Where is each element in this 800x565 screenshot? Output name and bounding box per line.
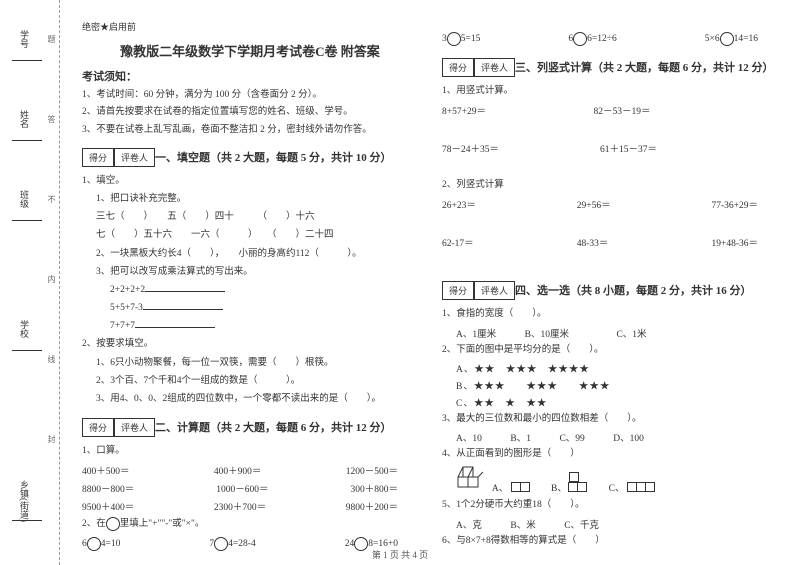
- question: 1、食指的宽度（ ）。: [442, 307, 778, 322]
- options: A、 B、 C、: [442, 465, 778, 495]
- section-title: 一、填空题（共 2 大题，每题 5 分，共计 10 分）: [155, 149, 392, 165]
- question: 2、列竖式计算: [442, 178, 778, 193]
- score-cell: 评卷人: [474, 281, 515, 300]
- options: C、★★ ★ ★★: [442, 395, 778, 409]
- page-footer: 第 1 页 共 4 页: [0, 548, 800, 561]
- score-cell: 评卷人: [474, 58, 515, 77]
- margin-label-class: 班级: [18, 190, 31, 208]
- margin-line: [12, 60, 42, 61]
- question: 三七（ ） 五（ ）四十 （ ）十六: [82, 210, 418, 225]
- section-title: 二、计算题（共 2 大题，每题 6 分，共计 12 分）: [155, 419, 392, 435]
- question: 2、一块黑板大约长4（ ）， 小丽的身高约112（ ）。: [82, 247, 418, 262]
- circle-blank: [573, 32, 587, 46]
- shape-c-icon: [627, 482, 655, 495]
- margin-label-name: 姓名: [18, 110, 31, 128]
- score-box: 得分 评卷人: [82, 148, 155, 167]
- question: 3、用4、0、0、2组成的四位数中，一个零都不读出来的是（ ）。: [82, 392, 418, 407]
- question: 1、口算。: [82, 444, 418, 459]
- score-box: 得分 评卷人: [442, 58, 515, 77]
- circle-blank: [447, 32, 461, 46]
- options: A、10 B、1 C、99 D、100: [442, 430, 778, 444]
- notice-line: 3、不要在试卷上乱写乱画，卷面不整洁扣 2 分，密封线外请勿作答。: [82, 123, 418, 137]
- question: 2、按要求填空。: [82, 337, 418, 352]
- shape-a-icon: [511, 482, 530, 495]
- question: 2、下面的图中是平均分的是（ ）。: [442, 343, 778, 358]
- question: 1、6只小动物聚餐，每一位一双筷，需要（ ）根筷。: [82, 356, 418, 371]
- calc-row: 8+57+29＝82－53－19＝: [442, 103, 778, 117]
- shape-b-icon: [569, 482, 587, 495]
- section-title: 三、列竖式计算（共 2 大题，每题 6 分，共计 12 分）: [515, 59, 774, 75]
- question: 7+7+7: [82, 319, 418, 334]
- calc-row: 26+23＝29+56＝77-36+29＝: [442, 197, 778, 211]
- score-cell: 得分: [82, 418, 114, 437]
- cube-shape-icon: [456, 465, 490, 491]
- question: 6、与8×7+8得数相等的算式是（ ）: [442, 534, 778, 549]
- question: 1、填空。: [82, 174, 418, 189]
- section-title: 四、选一选（共 8 小题，每题 2 分，共计 16 分）: [515, 282, 752, 298]
- options: A、★★ ★★★ ★★★★: [442, 361, 778, 375]
- question: 1、把口诀补充完整。: [82, 192, 418, 207]
- options: A、克 B、米 C、千克: [442, 517, 778, 531]
- calc-row: 62-17＝48-33＝19+48-36＝: [442, 235, 778, 249]
- calc-row: 400＋500＝400＋900＝1200－500＝: [82, 463, 418, 477]
- section-1-header: 得分 评卷人 一、填空题（共 2 大题，每题 5 分，共计 10 分）: [82, 140, 418, 171]
- vlabel: 线: [46, 355, 57, 363]
- question: 3、最大的三位数和最小的四位数相差（ ）。: [442, 412, 778, 427]
- exam-title: 豫教版二年级数学下学期月考试卷C卷 附答案: [82, 41, 418, 60]
- vlabel: 内: [46, 275, 57, 283]
- question: 2、3个百、7个千和4个一组成的数是（ ）。: [82, 374, 418, 389]
- score-box: 得分 评卷人: [442, 281, 515, 300]
- question: 5、1个2分硬币大约重18（ ）。: [442, 498, 778, 513]
- calc-row: 35=15 66=12÷6 5×614=16: [442, 32, 778, 46]
- calc-row: 8800－800＝1000－600＝300＋800＝: [82, 481, 418, 495]
- options: B、★★★ ★★★ ★★★: [442, 378, 778, 392]
- margin-label-school: 学校: [18, 320, 31, 338]
- vlabel: 不: [46, 195, 57, 203]
- circle-blank: [720, 32, 734, 46]
- question: 2+2+2+2: [82, 283, 418, 298]
- notice-header: 考试须知：: [82, 68, 418, 84]
- vlabel: 题: [46, 35, 57, 43]
- left-column: 绝密★启用前 豫教版二年级数学下学期月考试卷C卷 附答案 考试须知： 1、考试时…: [70, 20, 430, 560]
- margin-line: [12, 350, 42, 351]
- score-cell: 得分: [82, 148, 114, 167]
- section-3-header: 得分 评卷人 三、列竖式计算（共 2 大题，每题 6 分，共计 12 分）: [442, 50, 778, 81]
- calc-row: 9500＋400＝2300＋700＝9800＋200＝: [82, 499, 418, 513]
- content-area: 绝密★启用前 豫教版二年级数学下学期月考试卷C卷 附答案 考试须知： 1、考试时…: [60, 0, 800, 565]
- binding-margin: 学号 题 姓名 答 班级 不 内 学校 线 封 乡镇(街道): [0, 0, 60, 565]
- score-cell: 评卷人: [114, 418, 155, 437]
- question: 5+5+7-3: [82, 301, 418, 316]
- score-cell: 评卷人: [114, 148, 155, 167]
- score-cell: 得分: [442, 281, 474, 300]
- score-box: 得分 评卷人: [82, 418, 155, 437]
- notice-line: 2、请首先按要求在试卷的指定位置填写您的姓名、班级、学号。: [82, 105, 418, 119]
- question: 4、从正面看到的图形是（ ）: [442, 447, 778, 462]
- section-4-header: 得分 评卷人 四、选一选（共 8 小题，每题 2 分，共计 16 分）: [442, 273, 778, 304]
- question: 七（ ）五十六 一六（ ） （ ）二十四: [82, 228, 418, 243]
- question: 1、用竖式计算。: [442, 84, 778, 99]
- margin-line: [12, 140, 42, 141]
- margin-label-town: 乡镇(街道): [18, 480, 31, 522]
- section-2-header: 得分 评卷人 二、计算题（共 2 大题，每题 6 分，共计 12 分）: [82, 410, 418, 441]
- margin-line: [12, 520, 42, 521]
- secret-label: 绝密★启用前: [82, 20, 418, 33]
- score-cell: 得分: [442, 58, 474, 77]
- options: A、1厘米 B、10厘米 C、1米: [442, 326, 778, 340]
- question: 3、把可以改写成乘法算式的写出来。: [82, 265, 418, 280]
- right-column: 35=15 66=12÷6 5×614=16 得分 评卷人 三、列竖式计算（共 …: [430, 20, 790, 560]
- calc-row: 78－24＋35＝61＋15－37＝: [442, 141, 778, 155]
- notice-line: 1、考试时间：60 分钟，满分为 100 分（含卷面分 2 分）。: [82, 88, 418, 102]
- vlabel: 答: [46, 115, 57, 123]
- margin-label-id: 学号: [18, 30, 31, 48]
- vlabel: 封: [46, 435, 57, 443]
- circle-blank: [106, 517, 120, 531]
- question: 2、在里填上"+""-"或"×"。: [82, 517, 418, 532]
- margin-line: [12, 220, 42, 221]
